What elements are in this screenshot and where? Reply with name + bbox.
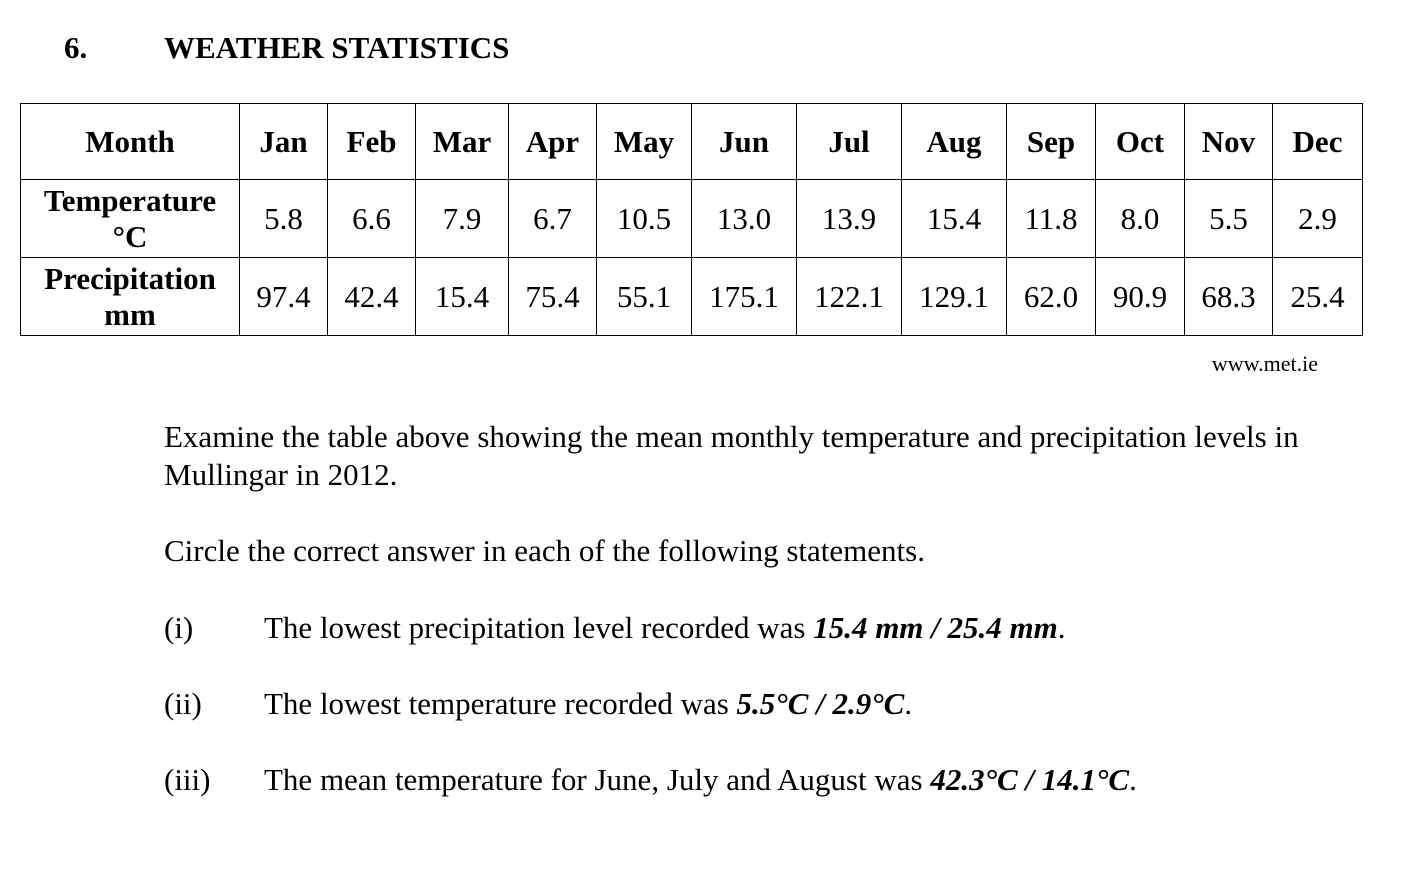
statement-numeral: (ii) xyxy=(164,686,202,721)
month-header: Month xyxy=(20,103,240,180)
temperature-label: Temperature °C xyxy=(20,179,240,258)
statement-numeral: (iii) xyxy=(164,762,211,797)
statement-text: The lowest precipitation level recorded … xyxy=(264,610,814,645)
precipitation-cell: 42.4 xyxy=(327,257,416,336)
temperature-cell: 13.0 xyxy=(691,179,797,258)
temperature-cell: 5.8 xyxy=(239,179,328,258)
temperature-cell: 8.0 xyxy=(1095,179,1185,258)
weather-table: Month Jan Feb Mar Apr May Jun Jul Aug Se… xyxy=(20,103,1363,336)
statement-3: (iii) The mean temperature for June, July… xyxy=(164,762,1137,798)
month-cell: Mar xyxy=(415,103,509,180)
temperature-label-line2: °C xyxy=(112,218,148,254)
question-title: WEATHER STATISTICS xyxy=(164,30,510,65)
intro-paragraph: Examine the table above showing the mean… xyxy=(164,419,1299,492)
month-cell: May xyxy=(596,103,692,180)
month-cell: Apr xyxy=(508,103,597,180)
month-cell: Nov xyxy=(1184,103,1273,180)
temperature-cell: 5.5 xyxy=(1184,179,1273,258)
precipitation-label-line1: Precipitation xyxy=(44,260,216,296)
statement-text: The mean temperature for June, July and … xyxy=(264,762,931,797)
precipitation-cell: 97.4 xyxy=(239,257,328,336)
precipitation-cell: 75.4 xyxy=(508,257,597,336)
temperature-cell: 6.7 xyxy=(508,179,597,258)
month-cell: Feb xyxy=(327,103,416,180)
answer-options[interactable]: 42.3°C / 14.1°C xyxy=(930,762,1130,797)
temperature-label-line1: Temperature xyxy=(43,182,217,218)
month-cell: Jun xyxy=(691,103,797,180)
statement-1: (i) The lowest precipitation level record… xyxy=(164,610,1066,646)
month-cell: Sep xyxy=(1006,103,1096,180)
temperature-cell: 11.8 xyxy=(1006,179,1096,258)
month-cell: Dec xyxy=(1272,103,1363,180)
question-number: 6. xyxy=(64,30,88,65)
statement-numeral: (i) xyxy=(164,610,194,645)
precipitation-cell: 90.9 xyxy=(1095,257,1185,336)
precipitation-cell: 62.0 xyxy=(1006,257,1096,336)
precipitation-cell: 55.1 xyxy=(596,257,692,336)
answer-options[interactable]: 5.5°C / 2.9°C xyxy=(736,686,905,721)
statement-end: . xyxy=(1129,762,1137,797)
month-cell: Oct xyxy=(1095,103,1185,180)
precipitation-cell: 68.3 xyxy=(1184,257,1273,336)
precipitation-cell: 129.1 xyxy=(901,257,1007,336)
statement-text: The lowest temperature recorded was xyxy=(264,686,737,721)
precipitation-cell: 122.1 xyxy=(796,257,902,336)
precipitation-row: Precipitation mm 97.4 42.4 15.4 75.4 55.… xyxy=(20,257,1363,336)
precipitation-label-line2: mm xyxy=(104,296,156,332)
temperature-cell: 6.6 xyxy=(327,179,416,258)
precipitation-label: Precipitation mm xyxy=(20,257,240,336)
month-cell: Aug xyxy=(901,103,1007,180)
month-cell: Jul xyxy=(796,103,902,180)
question-heading: 6. WEATHER STATISTICS xyxy=(64,30,509,66)
source-credit: www.met.ie xyxy=(1211,351,1318,376)
temperature-row: Temperature °C 5.8 6.6 7.9 6.7 10.5 13.0… xyxy=(20,179,1363,258)
temperature-cell: 2.9 xyxy=(1272,179,1363,258)
temperature-cell: 10.5 xyxy=(596,179,692,258)
precipitation-cell: 15.4 xyxy=(415,257,509,336)
precipitation-cell: 25.4 xyxy=(1272,257,1363,336)
temperature-cell: 7.9 xyxy=(415,179,509,258)
instruction-text: Circle the correct answer in each of the… xyxy=(164,533,925,568)
month-row: Month Jan Feb Mar Apr May Jun Jul Aug Se… xyxy=(20,103,1363,180)
month-cell: Jan xyxy=(239,103,328,180)
statement-2: (ii) The lowest temperature recorded was … xyxy=(164,686,912,722)
temperature-cell: 15.4 xyxy=(901,179,1007,258)
temperature-cell: 13.9 xyxy=(796,179,902,258)
statement-end: . xyxy=(904,686,913,721)
precipitation-cell: 175.1 xyxy=(691,257,797,336)
answer-options[interactable]: 15.4 mm / 25.4 mm xyxy=(813,610,1058,645)
statement-end: . xyxy=(1057,610,1066,645)
